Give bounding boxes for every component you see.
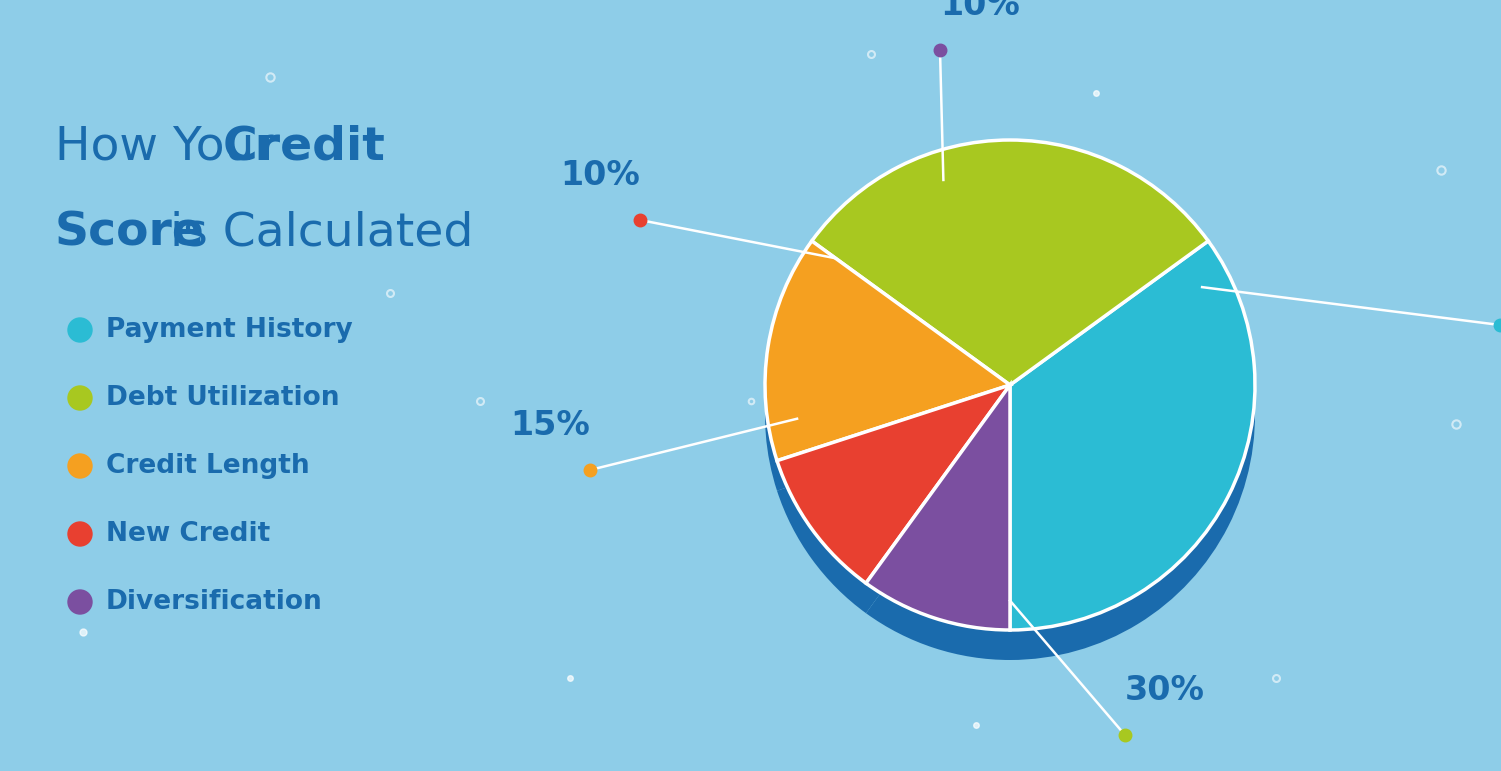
Circle shape	[68, 590, 92, 614]
Text: Credit Length: Credit Length	[107, 453, 309, 479]
Wedge shape	[812, 140, 1208, 385]
Wedge shape	[866, 385, 1010, 630]
Wedge shape	[778, 415, 1010, 613]
Wedge shape	[1010, 271, 1255, 660]
Text: Payment History: Payment History	[107, 317, 353, 343]
Circle shape	[68, 522, 92, 546]
Wedge shape	[866, 415, 1010, 660]
Text: 15%: 15%	[510, 409, 590, 442]
Wedge shape	[1010, 241, 1255, 630]
Wedge shape	[812, 170, 1208, 415]
Text: 30%: 30%	[1126, 674, 1205, 707]
Circle shape	[68, 454, 92, 478]
Text: is Calculated: is Calculated	[155, 210, 473, 255]
Wedge shape	[766, 241, 1010, 461]
Text: 10%: 10%	[560, 159, 639, 192]
Text: Debt Utilization: Debt Utilization	[107, 385, 339, 411]
Text: Diversification: Diversification	[107, 589, 323, 615]
Text: Score: Score	[56, 210, 204, 255]
Text: Credit: Credit	[224, 125, 386, 170]
Circle shape	[68, 386, 92, 410]
Wedge shape	[778, 385, 1010, 583]
Text: 10%: 10%	[940, 0, 1019, 22]
Text: How Your: How Your	[56, 125, 288, 170]
Circle shape	[68, 318, 92, 342]
Wedge shape	[766, 271, 1010, 490]
Text: New Credit: New Credit	[107, 521, 270, 547]
